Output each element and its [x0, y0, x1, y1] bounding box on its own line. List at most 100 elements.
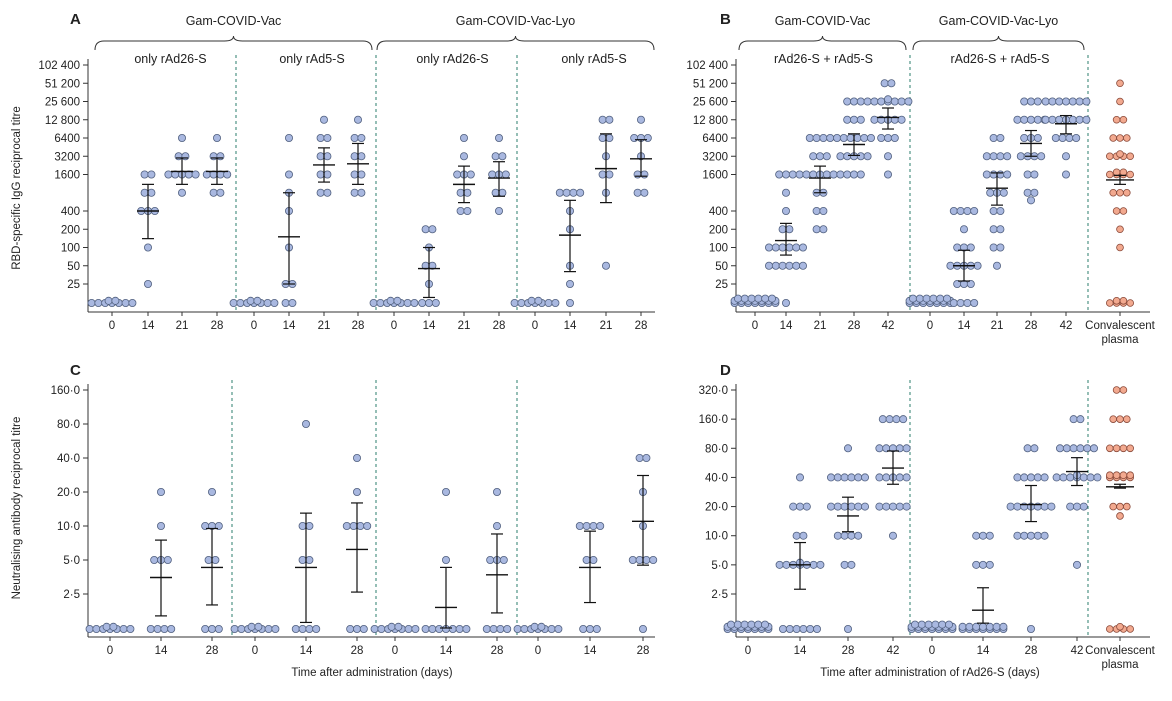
data-point	[1069, 444, 1078, 453]
data-point	[466, 170, 475, 179]
x-tick-label: 28	[842, 645, 855, 657]
data-point	[799, 243, 808, 252]
x-tick-label: 21	[318, 320, 331, 332]
data-point	[323, 152, 332, 161]
data-point	[253, 296, 262, 305]
data-point	[640, 188, 649, 197]
data-point	[635, 453, 644, 462]
y-tick-label: 400	[61, 206, 80, 218]
data-point	[229, 298, 238, 307]
data-point	[357, 152, 366, 161]
data-point	[890, 97, 899, 106]
data-point	[1016, 152, 1025, 161]
data-point	[809, 152, 818, 161]
y-tick-label: 40·0	[705, 472, 728, 484]
y-tick-label: 25 600	[45, 97, 80, 109]
data-point	[410, 298, 419, 307]
data-point	[270, 298, 279, 307]
data-point	[1030, 170, 1039, 179]
data-point	[985, 560, 994, 569]
data-point	[1041, 97, 1050, 106]
data-point	[628, 556, 637, 565]
data-point	[424, 298, 433, 307]
data-point	[1073, 502, 1082, 511]
data-point	[1086, 473, 1095, 482]
data-point	[312, 625, 321, 634]
data-point	[147, 188, 156, 197]
data-point	[537, 622, 546, 631]
data-point	[566, 298, 575, 307]
data-point	[853, 133, 862, 142]
data-point	[598, 170, 607, 179]
data-point	[394, 622, 403, 631]
data-point	[357, 170, 366, 179]
data-point	[970, 206, 979, 215]
data-point	[1030, 188, 1039, 197]
data-point	[816, 560, 825, 569]
data-point	[496, 625, 505, 634]
data-point	[850, 170, 859, 179]
data-point	[143, 243, 152, 252]
x-tick-label: 0	[392, 645, 398, 657]
y-tick-label: 50	[67, 261, 80, 273]
data-point	[833, 531, 842, 540]
data-point	[982, 170, 991, 179]
data-point	[819, 225, 828, 234]
data-point	[602, 261, 611, 270]
x-tick-label: 42	[1071, 645, 1084, 657]
data-point	[1112, 386, 1121, 394]
data-point	[119, 625, 128, 634]
data-point	[353, 115, 362, 124]
data-point	[1023, 170, 1032, 179]
data-point	[847, 531, 856, 540]
data-point	[889, 531, 898, 540]
y-axis-label: Neutralising antibody reciprocal titre	[11, 417, 23, 600]
data-point	[207, 487, 216, 496]
data-point	[985, 622, 994, 631]
data-point	[754, 294, 763, 303]
subgroup-label: only rAd26-S	[416, 52, 488, 66]
data-point	[1051, 133, 1060, 142]
subgroup-label: rAd26-S + rAd5-S	[774, 52, 873, 66]
data-point	[499, 556, 508, 565]
data-point	[915, 294, 924, 303]
data-point	[605, 133, 614, 142]
data-point	[87, 298, 96, 307]
data-point	[352, 453, 361, 462]
data-point	[592, 625, 601, 634]
data-point	[878, 415, 887, 424]
data-point	[386, 296, 395, 305]
data-point	[1109, 502, 1117, 511]
data-point	[316, 152, 325, 161]
data-point	[996, 133, 1005, 142]
data-point	[982, 152, 991, 161]
data-point	[1112, 115, 1121, 124]
data-point	[812, 133, 821, 142]
data-point	[847, 560, 856, 569]
data-point	[899, 415, 908, 424]
data-point	[884, 152, 893, 161]
data-point	[456, 188, 465, 197]
data-point	[1106, 471, 1114, 480]
x-tick-label: 28	[351, 645, 364, 657]
y-tick-label: 100	[61, 243, 80, 255]
data-point	[1027, 473, 1036, 482]
data-point	[342, 522, 351, 531]
data-point	[230, 625, 239, 634]
data-point	[350, 188, 359, 197]
x-tick-label: 21	[458, 320, 471, 332]
data-point	[836, 170, 845, 179]
data-point	[575, 522, 584, 531]
data-point	[816, 152, 825, 161]
data-point	[1123, 502, 1131, 511]
data-point	[1106, 625, 1114, 633]
data-point	[1075, 115, 1084, 124]
data-point	[147, 170, 156, 179]
data-point	[214, 625, 223, 634]
data-point	[909, 294, 918, 303]
data-point	[840, 502, 849, 511]
data-point	[929, 294, 938, 303]
x-tick-label: 14	[300, 645, 313, 657]
data-point	[156, 487, 165, 496]
data-point	[633, 188, 642, 197]
